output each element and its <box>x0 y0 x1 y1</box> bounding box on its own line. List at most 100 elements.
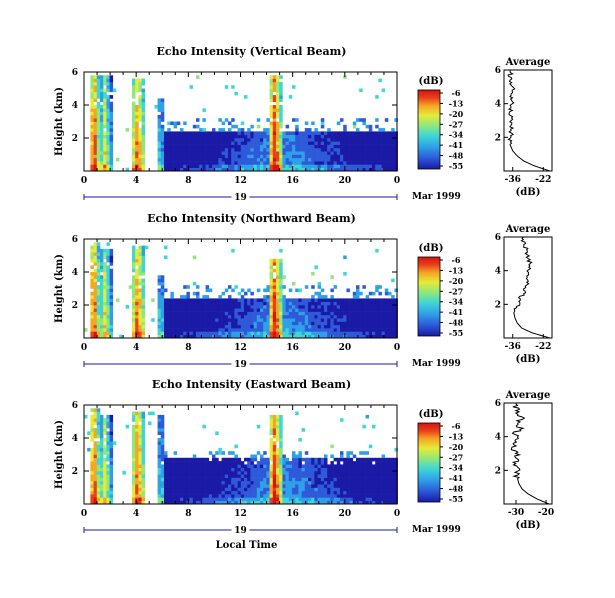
heatmap-cell <box>234 321 238 326</box>
heatmap-cell <box>308 154 312 159</box>
heatmap-cell <box>272 144 277 149</box>
heatmap-cell <box>276 114 280 119</box>
heatmap-cell <box>365 474 370 478</box>
heatmap-cell <box>100 75 104 79</box>
heatmap-cell <box>327 161 331 165</box>
profile-x-label: (dB) <box>516 354 541 365</box>
heatmap-cell <box>378 154 382 159</box>
heatmap-cell <box>202 295 206 299</box>
heatmap-cell <box>141 161 146 165</box>
heatmap-cell <box>186 131 190 135</box>
heatmap-cell <box>285 318 290 322</box>
heatmap-cell <box>311 487 315 492</box>
heatmap-cell <box>292 147 296 152</box>
heatmap-cell <box>311 141 315 145</box>
heatmap-cell <box>208 164 213 168</box>
heatmap-cell <box>282 161 286 165</box>
heatmap-cell <box>93 441 98 445</box>
heatmap-cell <box>269 91 274 96</box>
heatmap-cell <box>368 154 373 159</box>
heatmap-cell <box>384 328 389 332</box>
heatmap-cell <box>196 301 200 306</box>
heatmap-cell <box>106 494 110 498</box>
heatmap-cell <box>157 151 162 155</box>
heatmap-cell <box>109 258 114 263</box>
heatmap-cell <box>180 128 184 132</box>
heatmap-cell <box>301 134 306 139</box>
heatmap-cell <box>295 471 299 475</box>
heatmap-cell <box>224 138 229 142</box>
heatmap-cell <box>205 131 210 135</box>
heatmap-cell <box>375 474 379 478</box>
heatmap-cell <box>96 265 101 269</box>
heatmap-cell <box>170 144 174 149</box>
heatmap-cell <box>100 248 104 253</box>
heatmap-cell <box>295 167 299 172</box>
heatmap-cell <box>266 151 270 155</box>
heatmap-cell <box>221 324 226 329</box>
heatmap-cell <box>269 424 274 429</box>
heatmap-cell <box>100 95 104 99</box>
heatmap-cell <box>394 477 398 482</box>
heatmap-cell <box>346 167 350 172</box>
heatmap-cell <box>295 118 299 122</box>
heatmap-cell <box>346 500 350 505</box>
heatmap-cell <box>295 318 299 322</box>
heatmap-cell <box>132 118 136 122</box>
heatmap-cell <box>266 154 270 159</box>
heatmap-cell <box>253 147 258 152</box>
profile-line <box>513 236 550 339</box>
heatmap-cell <box>362 461 366 465</box>
heatmap-cell <box>266 131 270 135</box>
heatmap-cell <box>199 487 203 492</box>
heatmap-cell <box>103 262 107 266</box>
heatmap-cell <box>173 464 178 468</box>
heatmap-cell <box>301 151 306 155</box>
heatmap-cell <box>320 164 325 168</box>
heatmap-cell <box>221 490 226 495</box>
heatmap-cell <box>256 308 261 312</box>
heatmap-cell <box>362 308 366 312</box>
heatmap-cell <box>333 305 338 309</box>
heatmap-cell <box>327 471 331 475</box>
heatmap-cell <box>93 138 98 142</box>
heatmap-cell <box>388 477 392 482</box>
heatmap-cell <box>381 457 386 462</box>
heatmap-cell <box>356 484 360 488</box>
heatmap-cell <box>186 480 190 485</box>
heatmap-cell <box>100 275 104 279</box>
heatmap-cell <box>205 154 210 159</box>
heatmap-cell <box>90 314 94 319</box>
heatmap-cell <box>215 164 219 168</box>
heatmap-cell <box>164 154 168 159</box>
heatmap-cell <box>250 134 254 139</box>
heatmap-cell <box>103 477 107 482</box>
heatmap-cell <box>218 471 222 475</box>
heatmap-cell <box>228 141 232 145</box>
heatmap-cell <box>391 318 395 322</box>
heatmap-cell <box>330 480 334 485</box>
heatmap-cell <box>141 248 146 253</box>
heatmap-cell <box>359 88 363 93</box>
heatmap-cell <box>359 471 363 475</box>
heatmap-cell <box>330 454 334 459</box>
heatmap-cell <box>221 331 226 335</box>
heatmap-cell <box>90 414 94 419</box>
heatmap-cell <box>106 311 110 316</box>
heatmap-cell <box>301 428 306 432</box>
heatmap-cell <box>132 314 136 319</box>
heatmap-cell <box>269 490 274 495</box>
heatmap-cell <box>93 454 98 459</box>
heatmap-cell <box>231 474 235 478</box>
heatmap-cell <box>132 457 136 462</box>
heatmap-cell <box>160 418 165 422</box>
heatmap-cell <box>199 301 203 306</box>
heatmap-cell <box>135 464 139 468</box>
heatmap-cell <box>263 128 267 132</box>
heatmap-cell <box>324 480 328 485</box>
heatmap-cell <box>164 298 168 302</box>
heatmap-cell <box>263 167 267 172</box>
heatmap-cell <box>141 334 146 339</box>
heatmap-cell <box>260 477 264 482</box>
heatmap-cell <box>349 471 354 475</box>
